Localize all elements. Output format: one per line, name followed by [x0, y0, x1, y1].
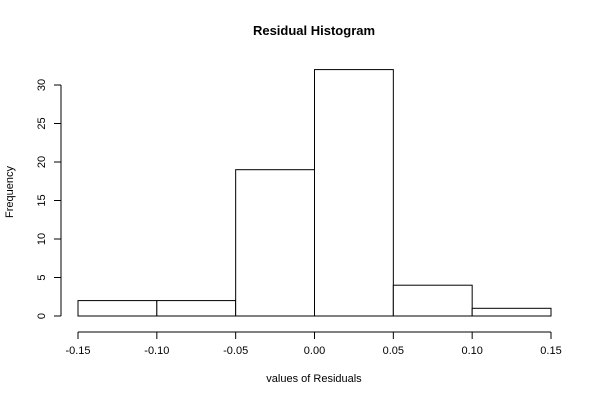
histogram-bar-4 [392, 284, 473, 317]
x-tick-label-5: 0.10 [461, 345, 482, 357]
x-tick-label-6: 0.15 [540, 345, 561, 357]
x-tick-label-1: -0.10 [144, 345, 169, 357]
x-tick-label-3: 0.00 [304, 345, 325, 357]
y-tick-label-3: 15 [36, 194, 48, 206]
x-tick-label-4: 0.05 [383, 345, 404, 357]
x-axis-label: values of Residuals [266, 373, 362, 385]
histogram-bar-5 [471, 307, 552, 317]
y-tick-label-0: 0 [36, 313, 48, 319]
histogram-bar-1 [156, 300, 237, 317]
bars-group [77, 69, 552, 317]
x-tick-label-2: -0.05 [223, 345, 248, 357]
histogram-bar-2 [235, 169, 316, 317]
y-tick-label-5: 25 [36, 117, 48, 129]
y-tick-label-2: 10 [36, 233, 48, 245]
y-tick-label-1: 5 [36, 274, 48, 280]
chart-title: Residual Histogram [253, 23, 375, 38]
y-tick-label-4: 20 [36, 156, 48, 168]
y-axis-label: Frequency [4, 166, 16, 218]
y-tick-label-6: 30 [36, 79, 48, 91]
histogram-bar-3 [314, 69, 394, 317]
y-axis: 0 5 10 15 20 25 30 [36, 79, 62, 319]
histogram-bar-0 [77, 300, 158, 317]
x-tick-label-0: -0.15 [65, 345, 90, 357]
x-axis: -0.15 -0.10 -0.05 0.00 0.05 0.10 0.15 [65, 331, 562, 357]
